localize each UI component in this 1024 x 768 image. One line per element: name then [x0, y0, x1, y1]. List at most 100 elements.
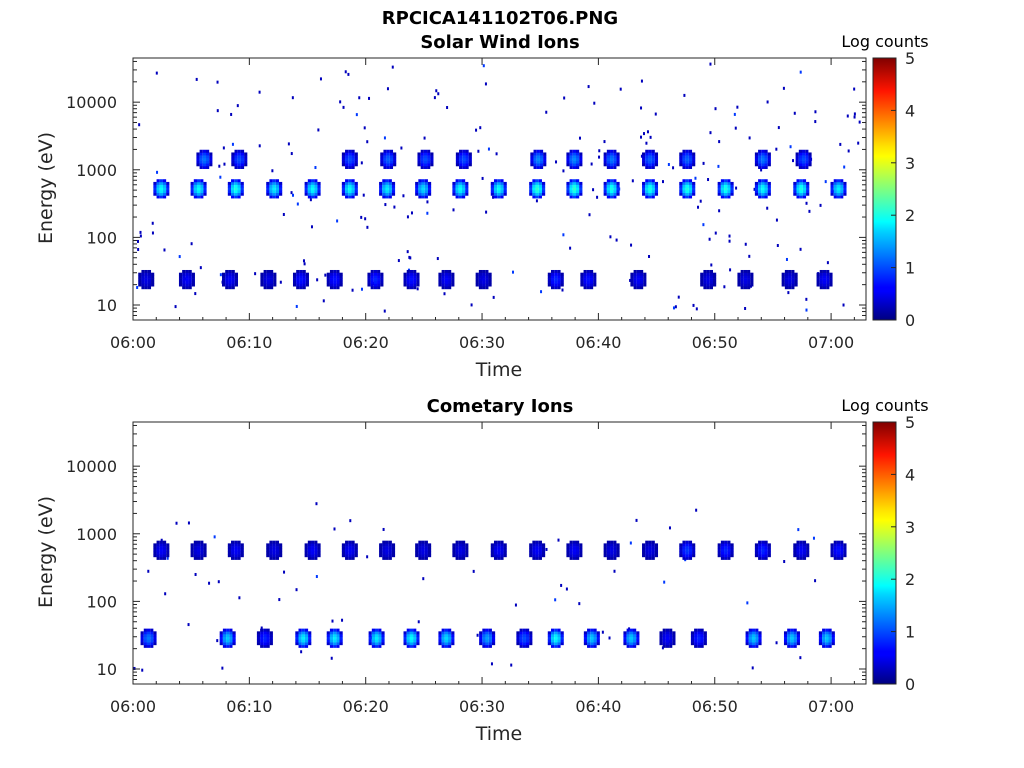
data-cell: [269, 556, 273, 560]
data-cell: [651, 556, 655, 560]
data-cell: [623, 636, 627, 640]
data-cell: [843, 551, 847, 555]
data-cell: [178, 275, 183, 279]
panel-cometary: Cometary Ions Log counts Time Energy (eV…: [35, 396, 929, 745]
noise-pixel: [718, 209, 721, 213]
data-cell: [200, 181, 204, 185]
data-cell: [532, 540, 536, 544]
data-cell: [596, 631, 600, 635]
data-cell: [307, 181, 312, 185]
data-cell: [482, 636, 486, 640]
data-cell: [231, 160, 235, 164]
noise-pixel: [783, 560, 786, 564]
data-cell: [385, 554, 389, 558]
data-cell: [799, 543, 803, 547]
data-cell: [421, 551, 425, 555]
data-cell: [833, 551, 837, 555]
data-cell: [610, 187, 614, 191]
data-cell: [455, 157, 460, 161]
data-cell: [298, 628, 302, 632]
data-cell: [539, 155, 544, 159]
data-cell: [843, 190, 847, 194]
noise-pixel: [315, 502, 318, 506]
data-cell: [685, 546, 689, 550]
data-cell: [541, 546, 546, 550]
data-cell: [225, 269, 229, 273]
data-cell: [613, 157, 617, 161]
data-cell: [427, 187, 432, 191]
data-cell: [234, 280, 239, 284]
data-cell: [490, 548, 494, 552]
data-cell: [576, 546, 580, 550]
data-cell: [448, 631, 452, 635]
data-cell: [791, 280, 795, 284]
noise-pixel: [309, 198, 312, 202]
data-cell: [232, 634, 236, 638]
data-cell: [541, 181, 546, 185]
data-cell: [427, 155, 431, 159]
noise-pixel: [426, 200, 429, 204]
data-cell: [336, 272, 340, 276]
data-cell: [386, 155, 390, 159]
x-tick-label: 07:00: [808, 697, 854, 716]
data-cell: [193, 540, 197, 544]
data-cell: [806, 554, 810, 558]
data-cell: [202, 165, 207, 169]
data-cell: [613, 195, 617, 199]
data-cell: [796, 195, 800, 199]
data-cell: [747, 278, 751, 282]
data-cell: [421, 179, 425, 183]
data-cell: [626, 636, 630, 640]
noise-pixel: [254, 272, 257, 276]
data-cell: [781, 272, 785, 276]
data-cell: [784, 280, 789, 284]
data-cell: [682, 152, 686, 156]
data-cell: [270, 272, 274, 276]
noise-pixel: [596, 195, 599, 199]
data-cell: [533, 149, 537, 153]
data-cell: [535, 540, 539, 544]
data-cell: [500, 187, 504, 191]
data-cell: [269, 631, 273, 635]
data-cell: [543, 163, 547, 167]
data-cell: [190, 551, 194, 555]
data-cell: [415, 543, 419, 547]
data-cell: [764, 160, 768, 164]
data-cell: [829, 283, 833, 287]
data-cell: [326, 642, 330, 646]
data-cell: [830, 554, 834, 558]
data-cell: [799, 179, 803, 183]
data-cell: [379, 184, 383, 188]
data-cell: [557, 280, 561, 284]
data-cell: [269, 636, 273, 640]
data-cell: [231, 543, 235, 547]
data-cell: [554, 278, 558, 282]
data-cell: [185, 280, 189, 284]
data-cell: [758, 195, 762, 199]
data-cell: [465, 157, 469, 161]
data-cell: [830, 548, 834, 552]
data-cell: [311, 179, 315, 183]
data-cell: [266, 192, 270, 196]
data-cell: [799, 554, 803, 558]
colorbar-tick-label: 4: [905, 101, 915, 120]
data-cell: [455, 184, 459, 188]
data-cell: [420, 160, 424, 164]
data-cell: [497, 546, 501, 550]
data-cell: [345, 181, 349, 185]
data-cell: [263, 642, 267, 646]
data-cell: [182, 269, 186, 273]
data-cell: [572, 165, 576, 169]
data-cell: [138, 275, 142, 279]
data-cell: [679, 554, 683, 558]
data-cell: [688, 543, 693, 547]
data-cell: [196, 157, 200, 161]
data-cell: [444, 275, 449, 279]
data-cell: [302, 283, 306, 287]
data-cell: [596, 634, 600, 638]
data-cell: [583, 639, 588, 643]
data-cell: [758, 184, 762, 188]
data-cell: [761, 184, 765, 188]
y-tick-label: 100: [86, 228, 117, 247]
noise-pixel: [540, 290, 543, 294]
